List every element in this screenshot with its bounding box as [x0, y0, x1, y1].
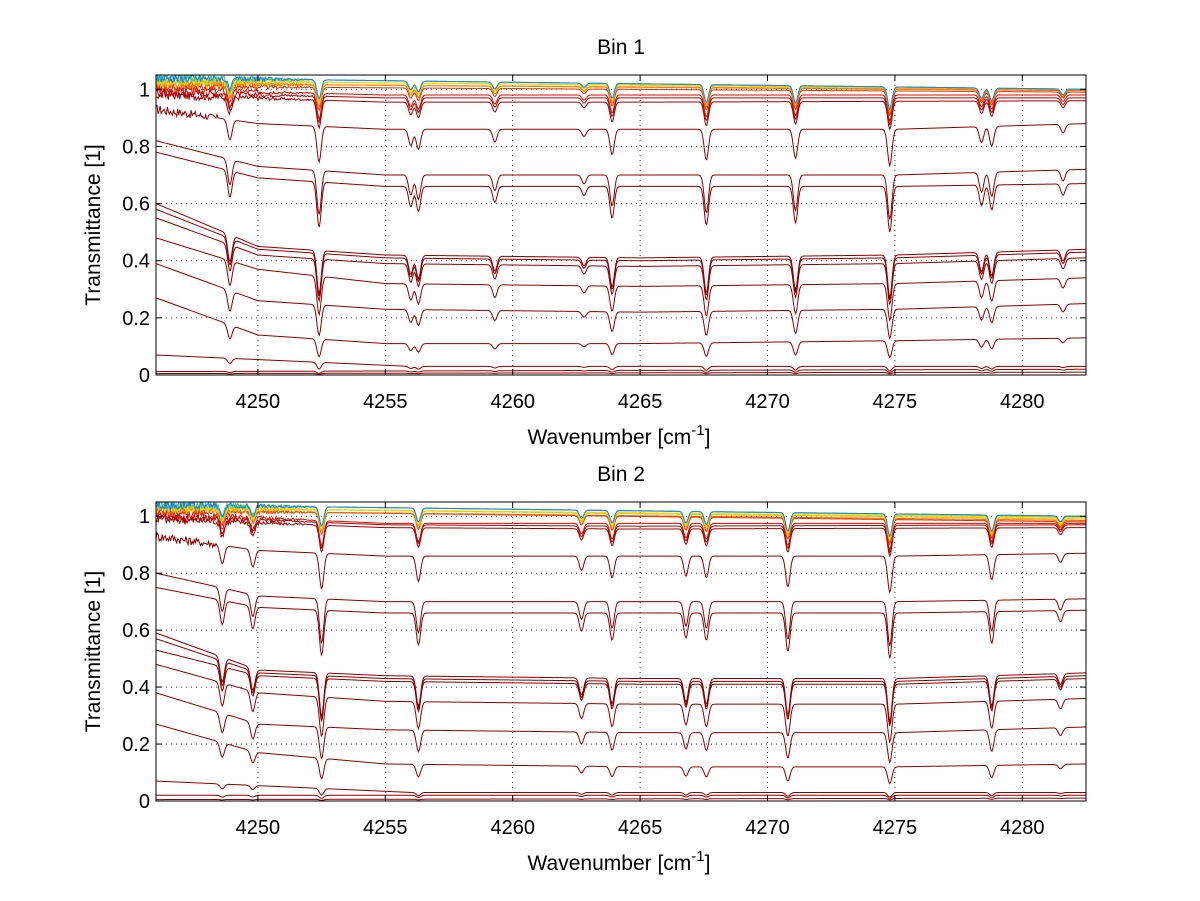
chart-title: Bin 1	[597, 36, 645, 59]
series-line	[156, 504, 1086, 544]
series-line	[156, 84, 1086, 123]
series-line	[156, 263, 1086, 340]
x-tick-label: 4270	[745, 817, 790, 839]
y-tick-label: 0.4	[122, 251, 150, 273]
series-line	[156, 78, 1086, 113]
series-line	[156, 354, 1086, 372]
series-line	[156, 508, 1086, 551]
x-axis-label: Wavenumber [cm-1]	[528, 422, 711, 449]
y-tick-label: 0.8	[122, 136, 150, 158]
y-tick-label: 0	[139, 791, 150, 813]
plot-area	[156, 75, 1086, 375]
series-line	[156, 780, 1086, 798]
series-line	[156, 512, 1086, 554]
axes-box	[155, 501, 1087, 802]
x-tick-label: 4275	[873, 391, 918, 413]
y-tick-label: 0.6	[122, 620, 150, 642]
series-line	[156, 90, 1086, 131]
plot-area	[156, 502, 1086, 801]
series-line	[156, 104, 1086, 168]
series-line	[156, 203, 1086, 298]
x-tick-label: 4255	[363, 391, 408, 413]
series-line	[156, 371, 1086, 375]
axes-box	[155, 74, 1087, 376]
series-line	[156, 586, 1086, 659]
series-line	[156, 297, 1086, 359]
x-axis-label: Wavenumber [cm-1]	[528, 848, 711, 875]
y-tick-label: 0.2	[122, 308, 150, 330]
series-line	[156, 87, 1086, 126]
y-axis-label: Transmittance [1]	[82, 571, 105, 732]
y-tick-label: 1	[139, 79, 150, 101]
series-line	[156, 794, 1086, 799]
x-tick-label: 4265	[618, 391, 663, 413]
series-line	[156, 663, 1086, 744]
chart-title: Bin 2	[597, 463, 645, 486]
x-tick-label: 4265	[618, 817, 663, 839]
series-group	[156, 502, 1086, 801]
series-line	[156, 692, 1086, 765]
series-line	[156, 502, 1086, 542]
y-tick-label: 0.2	[122, 734, 150, 756]
y-tick-label: 0.8	[122, 563, 150, 585]
series-line	[156, 797, 1086, 801]
y-axis-label: Transmittance [1]	[82, 144, 105, 305]
x-tick-label: 4255	[363, 817, 408, 839]
series-line	[156, 217, 1086, 305]
x-tick-label: 4250	[236, 391, 281, 413]
x-tick-label: 4260	[490, 391, 535, 413]
x-tick-label: 4280	[1000, 391, 1045, 413]
y-tick-label: 0.4	[122, 677, 150, 699]
chart-bin-2: 4250 4255 4260 4265 4270 4275 4280 0 0.2 0.4 0.6 0.…	[82, 463, 1087, 875]
chart-bin-1: 4250 4255 4260 4265 4270 4275 4280 0 0.2 0.4 0.6 0.…	[82, 36, 1087, 449]
x-tick-label: 4270	[745, 391, 790, 413]
series-line	[156, 572, 1086, 647]
x-tick-label: 4250	[236, 817, 281, 839]
series-line	[156, 75, 1086, 111]
series-line	[156, 531, 1086, 595]
series-line	[156, 723, 1086, 785]
y-tick-label: 0.6	[122, 194, 150, 216]
series-line	[156, 638, 1086, 724]
series-line	[156, 140, 1086, 220]
series-line	[156, 502, 1086, 540]
series-line	[156, 208, 1086, 300]
y-tick-label: 1	[139, 506, 150, 528]
series-line	[156, 632, 1086, 722]
x-tick-label: 4275	[873, 817, 918, 839]
series-line	[156, 237, 1086, 322]
x-tick-label: 4280	[1000, 817, 1045, 839]
series-group	[156, 75, 1086, 375]
series-line	[156, 502, 1086, 538]
x-tick-label: 4260	[490, 817, 535, 839]
series-line	[156, 368, 1086, 374]
series-line	[156, 151, 1086, 232]
y-tick-label: 0	[139, 365, 150, 387]
series-line	[156, 81, 1086, 117]
series-line	[156, 649, 1086, 727]
series-line	[156, 514, 1086, 558]
